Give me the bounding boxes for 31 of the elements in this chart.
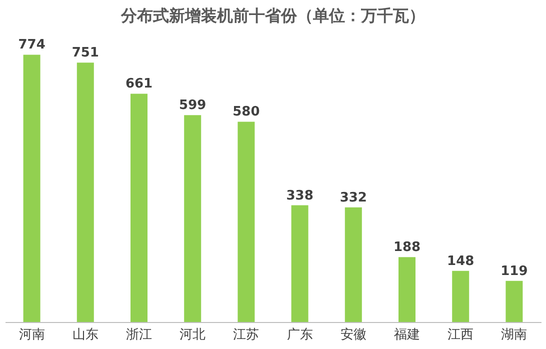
x-tick-label: 广东 (286, 328, 313, 342)
bar (506, 280, 523, 322)
data-label: 338 (286, 188, 314, 204)
bar (291, 205, 308, 322)
data-label: 148 (447, 254, 474, 269)
data-label: 774 (18, 38, 46, 53)
bar (452, 270, 470, 322)
x-tick-label: 江西 (448, 328, 474, 342)
bar (76, 62, 94, 322)
bar (344, 207, 362, 322)
chart-title: 分布式新增装机前十省份（单位：万千瓦） (120, 6, 425, 25)
data-label: 580 (232, 104, 260, 120)
bar (23, 54, 40, 322)
data-label: 751 (72, 46, 99, 61)
data-label: 119 (500, 264, 528, 279)
data-label: 661 (125, 76, 153, 92)
x-tick-label: 福建 (394, 328, 420, 342)
bar (184, 115, 202, 322)
x-tick-label: 湖南 (501, 328, 528, 342)
x-tick-label: 江苏 (233, 328, 260, 342)
x-tick-label: 山东 (72, 328, 98, 342)
bar (238, 122, 255, 322)
data-label: 599 (179, 98, 206, 114)
x-tick-label: 河南 (18, 328, 45, 342)
x-tick-label: 河北 (180, 328, 206, 342)
bar (130, 94, 148, 322)
x-tick-label: 安徽 (340, 326, 366, 342)
bar (398, 257, 416, 322)
data-label: 188 (393, 240, 421, 256)
data-label: 332 (340, 190, 367, 206)
x-tick-label: 浙江 (126, 328, 152, 342)
